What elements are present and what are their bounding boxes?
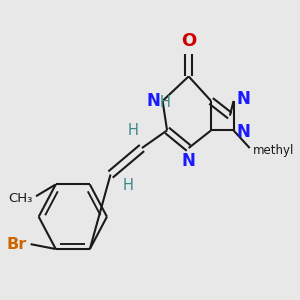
Text: N: N (236, 90, 250, 108)
Text: CH₃: CH₃ (8, 192, 32, 205)
Text: N: N (236, 123, 250, 141)
Text: H: H (123, 178, 134, 194)
Text: N: N (146, 92, 160, 110)
Text: methyl: methyl (253, 143, 295, 157)
Text: H: H (160, 95, 171, 110)
Text: O: O (181, 32, 196, 50)
Text: H: H (128, 123, 138, 138)
Text: N: N (182, 152, 196, 170)
Text: Br: Br (7, 237, 27, 252)
